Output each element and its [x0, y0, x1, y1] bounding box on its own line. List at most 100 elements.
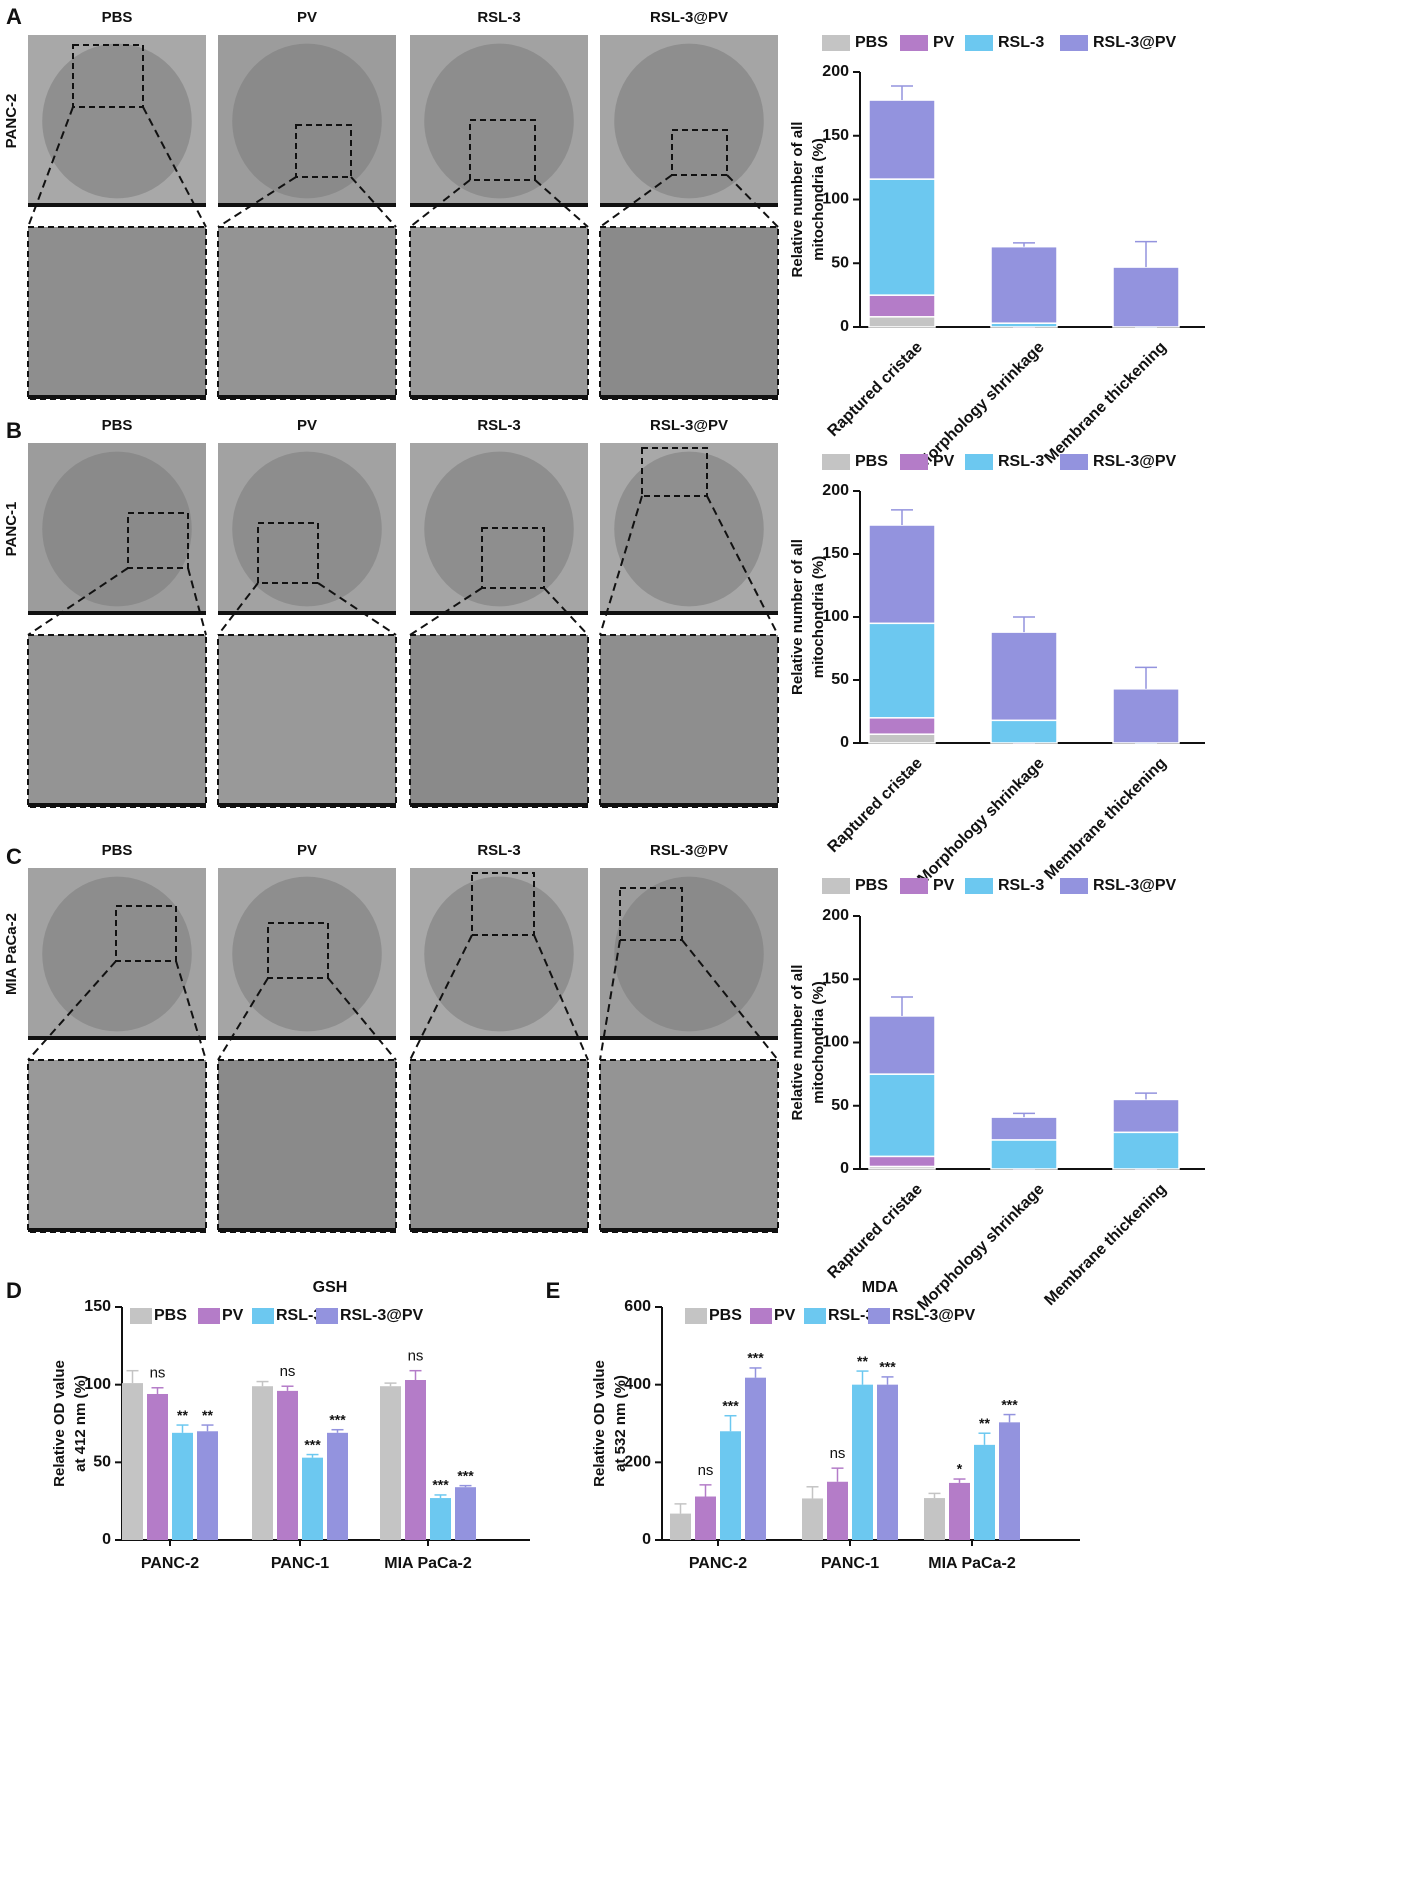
legend-swatch [868, 1308, 890, 1324]
error-bar [749, 1367, 762, 1378]
legend-label: RSL-3@PV [892, 1307, 976, 1324]
group-label: RSL-3@PV [650, 417, 728, 434]
scale-bar [28, 611, 206, 615]
bar-segment [868, 622, 936, 719]
error-bar [1135, 666, 1157, 689]
bar-segment [990, 1116, 1058, 1141]
error-bar [201, 1424, 214, 1432]
zoom-line [409, 587, 483, 636]
scale-bar [218, 203, 396, 207]
bar [380, 1386, 401, 1540]
group-label: PBS [102, 9, 133, 26]
zoom-line [350, 176, 397, 228]
error-bar [126, 1369, 139, 1384]
zoom-line [27, 960, 117, 1061]
x-tick-label: MIA PaCa-2 [384, 1555, 472, 1572]
significance-label: ** [177, 1407, 188, 1423]
bar [802, 1498, 823, 1540]
y-tick-label: 400 [624, 1376, 651, 1393]
y-axis-label: Relative number of all [789, 539, 806, 695]
bar-segment [1112, 266, 1180, 328]
error-bar [384, 1382, 397, 1387]
significance-label: *** [722, 1397, 739, 1413]
zoom-line [217, 582, 259, 636]
group-label: PV [297, 842, 317, 859]
legend-swatch [316, 1308, 338, 1324]
scale-bar [600, 395, 778, 399]
scale-bar [218, 803, 396, 807]
cell-body [42, 451, 192, 607]
y-tick-label: 0 [840, 1160, 849, 1177]
bar [924, 1498, 945, 1540]
zoom-line [317, 582, 397, 636]
bar-segment [868, 1015, 936, 1075]
zoom-line [409, 934, 473, 1061]
tem-zoom-image [217, 1059, 397, 1233]
significance-label: ns [408, 1348, 424, 1365]
bar-segment [868, 316, 936, 328]
error-bar [306, 1453, 319, 1458]
legend-label: PBS [855, 453, 888, 470]
scale-bar [28, 1036, 206, 1040]
significance-label: ** [979, 1415, 990, 1431]
scale-bar [600, 203, 778, 207]
zoom-line [599, 939, 621, 1061]
legend-swatch [965, 454, 993, 470]
error-bar [856, 1370, 869, 1385]
bar [302, 1457, 323, 1540]
legend-label: PBS [709, 1307, 742, 1324]
group-label: RSL-3@PV [650, 842, 728, 859]
panel-letter: A [6, 4, 22, 29]
error-bar [891, 509, 913, 526]
x-tick-label: PANC-1 [271, 1555, 329, 1572]
error-bar [176, 1424, 189, 1433]
y-tick-label: 200 [624, 1454, 651, 1471]
legend-label: RSL-3 [276, 1307, 322, 1324]
y-tick-label: 200 [822, 63, 849, 80]
legend-label: RSL-3@PV [1093, 877, 1177, 894]
cell-body [614, 43, 764, 199]
error-bar [891, 996, 913, 1016]
group-label: PV [297, 417, 317, 434]
legend-swatch [804, 1308, 826, 1324]
error-bar [891, 85, 913, 101]
legend-swatch [1060, 35, 1088, 51]
x-tick-label: Membrane thickening [1041, 1181, 1169, 1309]
cell-body [42, 876, 192, 1032]
bar [695, 1496, 716, 1540]
significance-label: ** [857, 1353, 868, 1369]
zoom-box [295, 124, 352, 178]
bar-segment [868, 294, 936, 318]
bar-segment [868, 717, 936, 735]
x-tick-label: PANC-1 [821, 1555, 879, 1572]
scale-bar [28, 395, 206, 399]
tem-zoom-image [217, 226, 397, 400]
bar-segment [868, 1073, 936, 1158]
y-axis-label: Relative OD value [51, 1360, 68, 1487]
y-axis-label: at 412 nm (%) [72, 1375, 89, 1472]
bar [197, 1431, 218, 1540]
bar [999, 1422, 1020, 1540]
zoom-line [217, 176, 297, 228]
bar [827, 1481, 848, 1540]
bar [455, 1487, 476, 1540]
y-axis-label: mitochondria (%) [810, 981, 827, 1104]
error-bar [1013, 1112, 1035, 1118]
bar-segment [990, 719, 1058, 744]
y-tick-label: 0 [840, 318, 849, 335]
significance-label: ** [202, 1407, 213, 1423]
bar [172, 1432, 193, 1540]
error-bar [928, 1492, 941, 1499]
y-axis-label: mitochondria (%) [810, 138, 827, 261]
tem-zoom-image [409, 226, 589, 400]
scale-bar [410, 1036, 588, 1040]
scale-bar [218, 395, 396, 399]
significance-label: ns [280, 1363, 296, 1380]
zoom-line [543, 587, 589, 636]
bar [327, 1432, 348, 1540]
bar-segment [990, 1139, 1058, 1170]
zoom-box [127, 512, 189, 569]
scale-bar [600, 1228, 778, 1232]
bar-segment [1112, 1131, 1180, 1170]
